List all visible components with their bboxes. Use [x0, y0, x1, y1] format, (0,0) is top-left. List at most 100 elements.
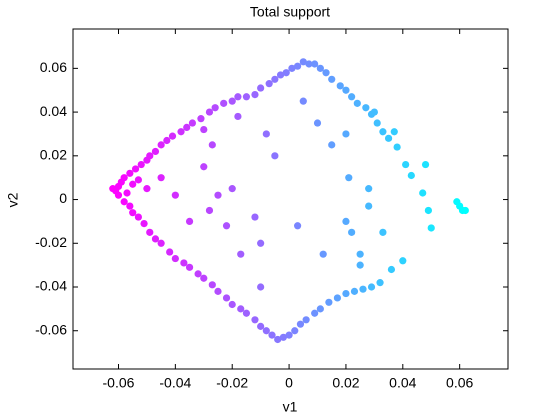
scatter-point	[356, 261, 364, 269]
scatter-point	[365, 202, 373, 210]
scatter-point	[402, 160, 410, 169]
scatter-point	[157, 239, 165, 247]
scatter-point	[282, 69, 290, 77]
scatter-point	[299, 58, 307, 66]
y-tick-label: 0.06	[40, 59, 67, 75]
scatter-point	[257, 283, 265, 291]
axes-box	[72, 28, 509, 370]
scatter-point	[384, 134, 393, 142]
scatter-point	[222, 222, 231, 230]
scatter-point	[237, 250, 245, 258]
scatter-point	[328, 141, 336, 149]
scatter-point	[257, 239, 265, 247]
scatter-point	[427, 224, 435, 232]
x-tick-label: -0.06	[103, 375, 135, 391]
scatter-point	[373, 119, 381, 127]
scatter-point	[370, 108, 378, 116]
scatter-point	[177, 128, 185, 136]
y-tick-label: -0.06	[35, 321, 67, 337]
scatter-point	[200, 125, 208, 134]
scatter-point	[276, 71, 285, 79]
scatter-point	[251, 213, 259, 221]
scatter-point	[126, 169, 134, 177]
scatter-point	[294, 62, 302, 70]
scatter-point	[274, 335, 282, 344]
scatter-point	[421, 160, 430, 169]
scatter-point	[228, 97, 236, 105]
plot-area	[109, 58, 469, 344]
scatter-point	[271, 75, 279, 83]
scatter-point	[322, 69, 330, 77]
scatter-point	[285, 331, 293, 339]
scatter-point	[228, 185, 236, 193]
scatter-point	[325, 298, 333, 306]
scatter-point	[262, 327, 270, 335]
scatter-point	[319, 250, 327, 258]
scatter-point	[157, 141, 165, 149]
scatter-point	[146, 152, 154, 160]
scatter-point	[208, 141, 216, 149]
scatter-point	[134, 176, 142, 184]
scatter-point	[242, 93, 251, 101]
scatter-point	[171, 254, 179, 263]
scatter-point	[291, 327, 299, 335]
scatter-point	[151, 147, 160, 156]
scatter-point	[328, 75, 336, 83]
scatter-point	[305, 60, 313, 68]
scatter-point	[362, 104, 370, 112]
scatter-point	[185, 217, 194, 226]
scatter-point	[194, 270, 202, 278]
y-tick-label: 0	[59, 190, 67, 206]
scatter-point	[393, 143, 401, 151]
scatter-point	[205, 206, 214, 215]
scatter-point	[316, 64, 324, 72]
scatter-point	[407, 171, 415, 180]
scatter-point	[123, 189, 131, 197]
scatter-point	[185, 263, 194, 271]
scatter-point	[336, 82, 344, 90]
scatter-point	[222, 294, 231, 302]
scatter-point	[299, 97, 307, 105]
x-tick-label: 0.04	[389, 375, 416, 391]
scatter-point	[365, 185, 373, 193]
scatter-point	[262, 130, 270, 138]
y-tick-label: 0.04	[40, 103, 67, 119]
scatter-point	[279, 333, 287, 341]
scatter-point	[342, 289, 350, 298]
chart-title: Total support	[250, 4, 330, 20]
scatter-point	[257, 322, 265, 330]
scatter-point	[228, 300, 236, 309]
scatter-point	[200, 274, 208, 282]
scatter-point	[140, 219, 148, 228]
scatter-point	[379, 128, 387, 136]
scatter-point	[126, 202, 134, 210]
scatter-point	[359, 285, 367, 293]
scatter-point	[166, 248, 174, 256]
scatter-point	[461, 206, 469, 215]
scatter-point	[205, 108, 214, 116]
scatter-point	[313, 119, 322, 127]
x-axis-label: v1	[283, 399, 298, 415]
scatter-point	[376, 279, 384, 287]
scatter-point	[271, 152, 279, 160]
scatter-point	[197, 115, 205, 123]
scatter-point	[151, 235, 160, 243]
scatter-point	[251, 316, 259, 324]
scatter-point	[399, 257, 407, 265]
scatter-point	[208, 281, 216, 289]
scatter-point	[214, 287, 222, 295]
scatter-point	[168, 132, 177, 140]
scatter-point	[294, 222, 302, 230]
scatter-point	[424, 206, 432, 215]
scatter-point	[311, 60, 319, 68]
scatter-point	[134, 213, 142, 221]
scatter-point	[180, 259, 188, 267]
scatter-point	[348, 228, 356, 236]
scatter-point	[214, 191, 222, 199]
scatter-point	[234, 112, 242, 121]
y-tick-label: -0.02	[35, 234, 67, 250]
y-tick-label: -0.04	[35, 278, 67, 294]
scatter-point	[242, 309, 251, 317]
scatter-point	[129, 180, 137, 188]
